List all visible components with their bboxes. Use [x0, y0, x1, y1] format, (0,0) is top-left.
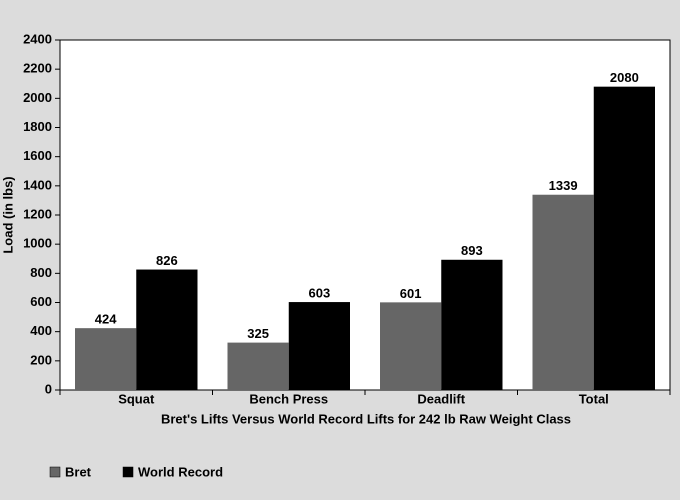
y-tick-label: 1800: [23, 119, 52, 134]
x-tick-label: Bench Press: [249, 391, 328, 406]
x-tick-label: Squat: [118, 391, 155, 406]
data-label: 603: [309, 286, 331, 301]
legend-swatch: [49, 466, 61, 478]
data-label: 2080: [610, 70, 639, 85]
legend-label: Bret: [65, 464, 92, 479]
x-axis-title: Bret's Lifts Versus World Record Lifts f…: [161, 411, 571, 426]
y-tick-label: 1000: [23, 236, 52, 251]
x-tick-label: Total: [579, 391, 609, 406]
y-tick-label: 800: [30, 265, 52, 280]
y-axis-title: Load (in lbs): [0, 176, 15, 253]
bar: [288, 302, 350, 390]
y-tick-label: 200: [30, 352, 52, 367]
bar: [75, 328, 137, 390]
bar: [532, 194, 594, 390]
y-tick-label: 1200: [23, 206, 52, 221]
data-label: 424: [95, 312, 117, 327]
y-tick-label: 1600: [23, 148, 52, 163]
data-label: 1339: [549, 178, 578, 193]
bar: [593, 86, 655, 391]
y-tick-label: 0: [45, 381, 52, 396]
bar: [227, 342, 289, 390]
legend-label: World Record: [138, 464, 223, 479]
y-tick-label: 2000: [23, 90, 52, 105]
y-tick-label: 600: [30, 294, 52, 309]
legend-swatch: [122, 466, 134, 478]
data-label: 325: [247, 326, 269, 341]
bar: [380, 302, 442, 390]
data-label: 826: [156, 253, 178, 268]
bar: [136, 269, 198, 390]
y-tick-label: 1400: [23, 177, 52, 192]
y-tick-label: 400: [30, 323, 52, 338]
y-tick-label: 2200: [23, 61, 52, 76]
data-label: 601: [400, 286, 422, 301]
y-tick-label: 2400: [23, 31, 52, 46]
x-tick-label: Deadlift: [417, 391, 465, 406]
data-label: 893: [461, 243, 483, 258]
bar: [441, 259, 503, 390]
